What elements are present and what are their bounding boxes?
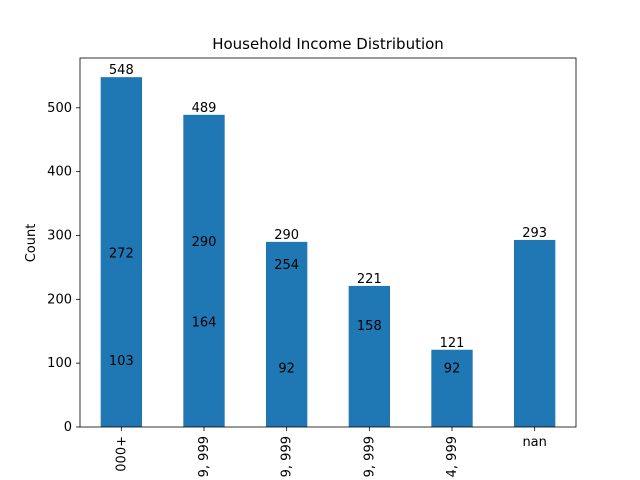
x-tick-label-4: 4, 999 <box>445 436 460 477</box>
bar-value-label-1: 489 <box>192 101 217 116</box>
y-tick-label-0: 0 <box>64 420 72 435</box>
bar-5 <box>514 239 556 427</box>
bar-value-label-4: 121 <box>440 336 465 351</box>
x-tick-label-0: 000+ <box>114 436 129 472</box>
bars-group <box>100 77 556 428</box>
y-axis-label: Count <box>24 224 39 263</box>
x-tick-label-2: 9, 999 <box>280 436 295 477</box>
x-tick-label-5: nan <box>522 435 546 450</box>
bar-value-label-3: 221 <box>357 272 382 287</box>
inner-label-0: 272 <box>109 246 134 261</box>
bar-0 <box>100 77 142 427</box>
inner-label-6: 158 <box>357 319 382 334</box>
bar-value-label-5: 293 <box>522 226 547 241</box>
chart-title: Household Income Distribution <box>212 35 444 53</box>
y-tick-label-4: 400 <box>47 165 72 180</box>
y-tick-label-2: 200 <box>47 292 72 307</box>
bar-value-label-2: 290 <box>274 228 299 243</box>
x-tick-label-1: 9, 999 <box>197 436 212 477</box>
plot-frame <box>79 57 577 428</box>
inner-label-3: 164 <box>192 315 217 330</box>
y-tick-label-1: 100 <box>47 356 72 371</box>
bar-4 <box>431 349 473 427</box>
x-tick-label-3: 9, 999 <box>362 436 377 477</box>
inner-label-4: 254 <box>274 258 299 273</box>
bar-2 <box>266 241 308 427</box>
inner-label-2: 290 <box>192 235 217 250</box>
bar-labels-group: 548 489 290 221 121 293 272 103 290 164 254 92 158 92 <box>109 63 547 376</box>
inner-label-1: 103 <box>109 354 134 369</box>
axes-group: 0 100 200 300 400 500 000+ 9, 999 9, 999 9, 999 4,… <box>47 57 577 477</box>
bar-1 <box>183 114 225 428</box>
y-tick-label-5: 500 <box>47 101 72 116</box>
inner-label-7: 92 <box>444 361 461 376</box>
y-tick-label-3: 300 <box>47 228 72 243</box>
bar-3 <box>348 285 390 427</box>
bar-value-label-0: 548 <box>109 63 134 78</box>
inner-label-5: 92 <box>278 361 295 376</box>
